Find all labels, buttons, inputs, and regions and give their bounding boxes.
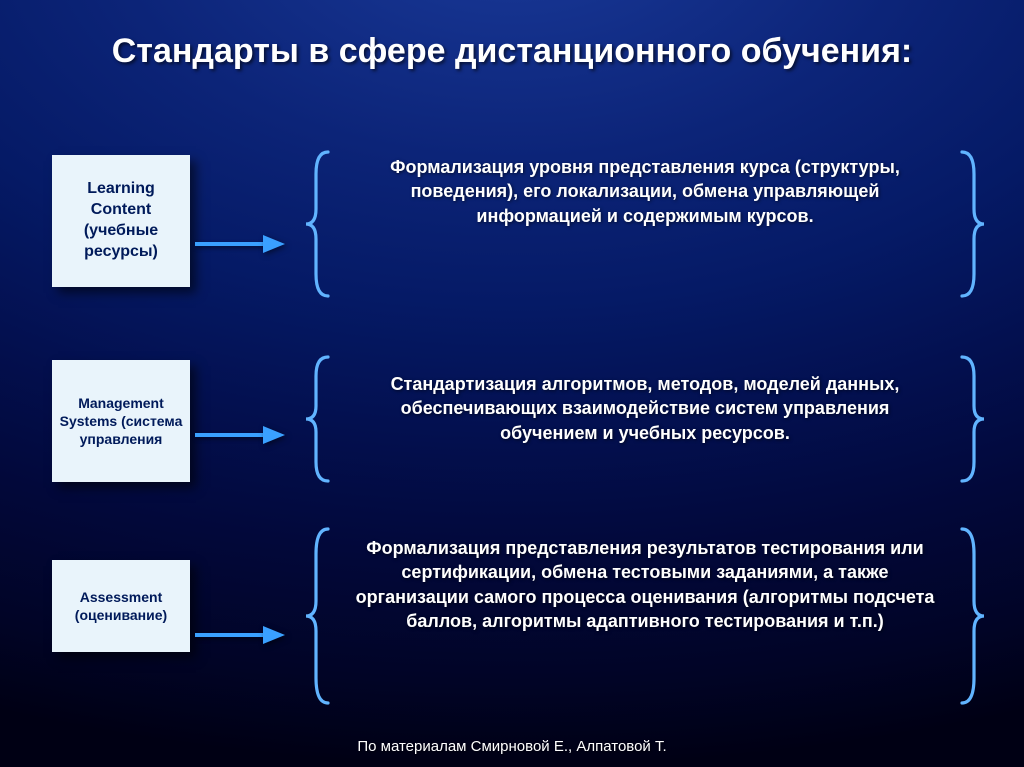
row-learning-content: Learning Content (учебные ресурсы) Форма… (0, 155, 1024, 315)
row-assessment: Assessment (оценивание) Формализация пре… (0, 530, 1024, 710)
desc-learning-content: Формализация уровня представления курса … (350, 155, 940, 228)
brace-close-icon (958, 354, 988, 484)
box-learning-content: Learning Content (учебные ресурсы) (52, 155, 190, 287)
box-management-systems: Management Systems (система управления (52, 360, 190, 482)
footer-credit: По материалам Смирновой Е., Алпатовой Т. (0, 738, 1024, 755)
box-label: Management Systems (система управления (56, 394, 186, 449)
brace-open-icon (302, 526, 332, 706)
arrow-icon (195, 628, 290, 642)
desc-management-systems: Стандартизация алгоритмов, методов, моде… (350, 372, 940, 445)
brace-close-icon (958, 526, 988, 706)
brace-open-icon (302, 354, 332, 484)
box-label: Assessment (оценивание) (56, 588, 186, 624)
slide: Стандарты в сфере дистанционного обучени… (0, 0, 1024, 767)
arrow-icon (195, 237, 290, 251)
brace-open-icon (302, 149, 332, 299)
slide-title: Стандарты в сфере дистанционного обучени… (0, 30, 1024, 73)
desc-assessment: Формализация представления результатов т… (350, 536, 940, 633)
box-assessment: Assessment (оценивание) (52, 560, 190, 652)
box-label: Learning Content (учебные ресурсы) (56, 179, 186, 262)
brace-close-icon (958, 149, 988, 299)
row-management-systems: Management Systems (система управления С… (0, 350, 1024, 490)
arrow-icon (195, 428, 290, 442)
